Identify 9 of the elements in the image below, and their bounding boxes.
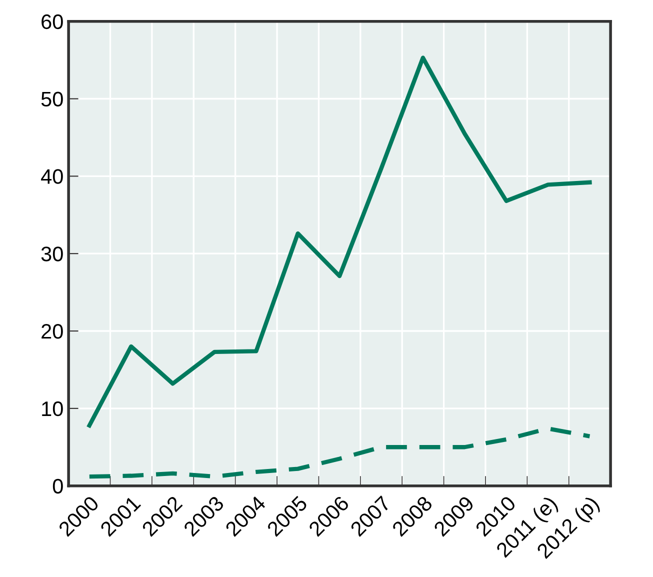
y-tick-label: 60 [42, 14, 63, 30]
y-tick-label: 40 [41, 169, 63, 184]
line-series [87, 426, 592, 479]
y-tick-label: 10 [42, 401, 63, 416]
y-tick-label: 30 [41, 246, 63, 262]
line-series [87, 56, 592, 428]
y-tick-label: 0 [52, 478, 63, 494]
y-tick-label: 20 [42, 324, 63, 339]
y-tick-label: 50 [41, 92, 63, 107]
